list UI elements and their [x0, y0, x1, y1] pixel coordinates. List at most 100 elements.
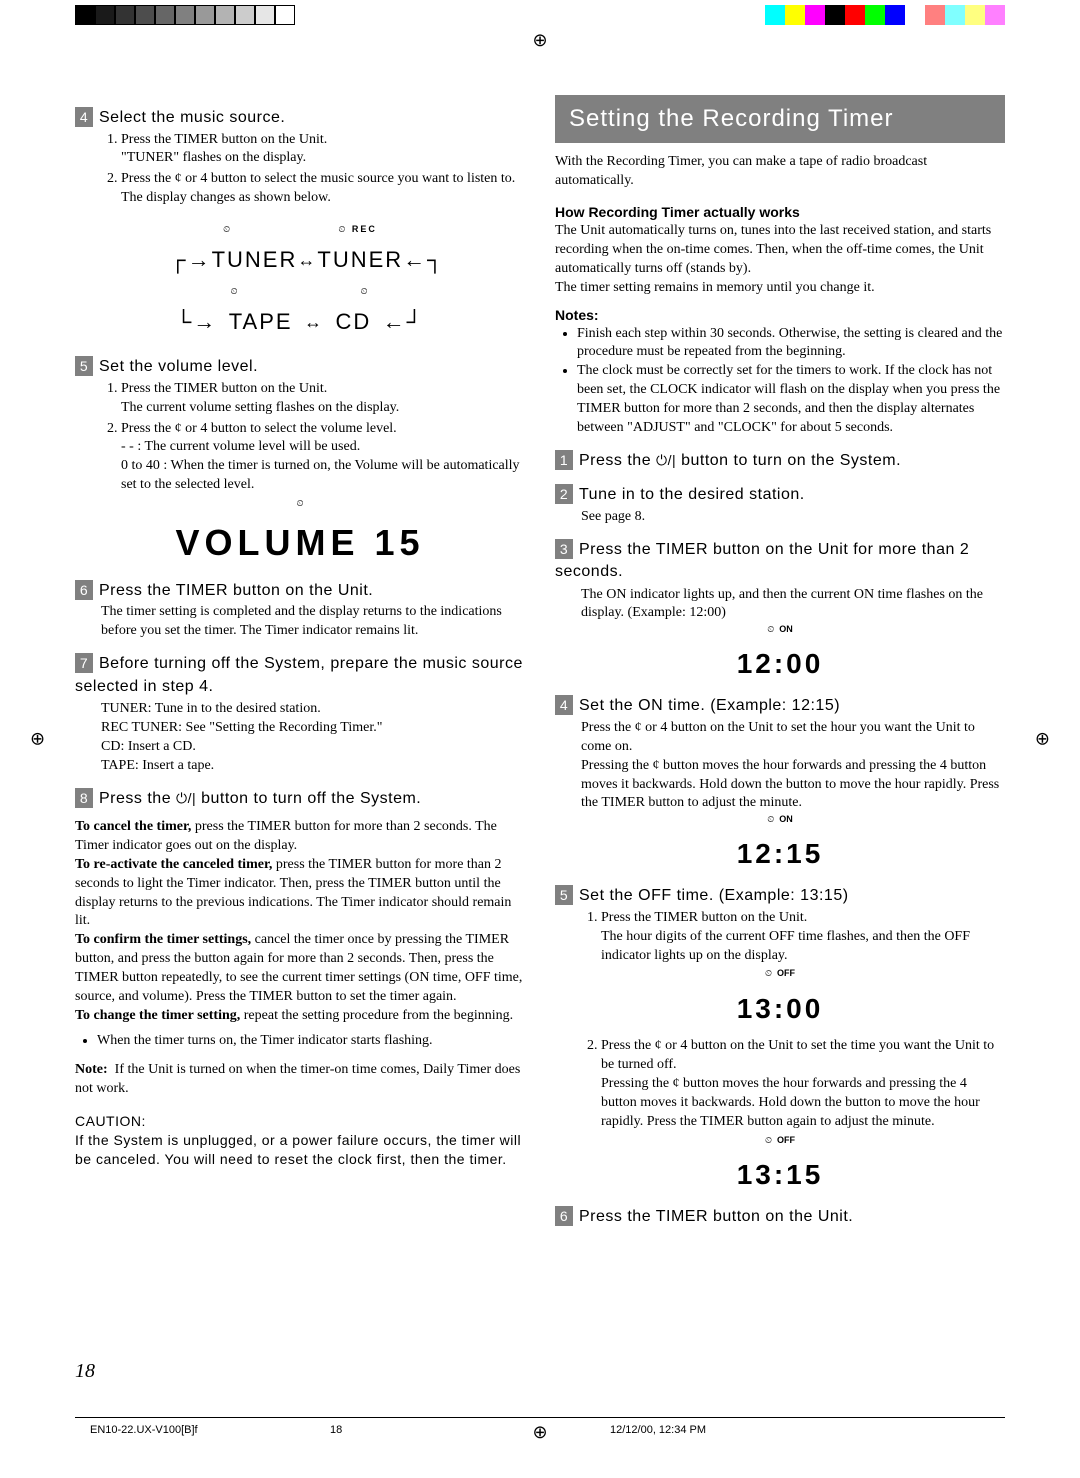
note-hdr: Note:	[75, 1062, 108, 1077]
color-bar-left	[75, 5, 295, 25]
step4-body: Press the TIMER button on the Unit."TUNE…	[101, 131, 525, 209]
step5-body: Press the TIMER button on the Unit. The c…	[101, 380, 525, 495]
r-step5-li1-text: Press the TIMER button on the Unit.	[601, 910, 807, 925]
change-body: repeat the setting procedure from the be…	[240, 1008, 513, 1023]
intro-text: With the Recording Timer, you can make a…	[555, 153, 1005, 191]
diagram-tuner1: TUNER	[212, 238, 298, 282]
on-indicator: ON	[779, 814, 793, 824]
color-bar-right	[765, 5, 1005, 25]
off-indicator-row: ⏲ OFF	[555, 967, 1005, 979]
note2: The clock must be correctly set for the …	[577, 362, 1005, 438]
page-number: 18	[75, 1360, 95, 1383]
step5-title: Set the volume level.	[99, 358, 258, 375]
footer-rule	[75, 1417, 1005, 1418]
off-indicator-row: ⏲ OFF	[555, 1134, 1005, 1146]
change-hdr: To change the timer setting,	[75, 1008, 240, 1023]
timer-icon: ⏲	[223, 220, 232, 238]
r-step5-title: Set the OFF time. (Example: 13:15)	[579, 887, 849, 904]
r-step1-b: button to turn on the System.	[676, 452, 901, 469]
note-para: Note: If the Unit is turned on when the …	[75, 1061, 525, 1099]
caution-hdr: CAUTION:	[75, 1112, 525, 1131]
step8-title-a: Press the	[99, 790, 176, 807]
footer-pagenum: 18	[330, 1424, 342, 1436]
step7-heading: 7Before turning off the System, prepare …	[75, 653, 525, 698]
off-indicator: OFF	[777, 968, 795, 978]
notes-hdr: Notes:	[555, 306, 1005, 325]
diagram-cd: CD	[335, 300, 371, 344]
r-step5-li2-text: Press the ¢ or 4 button on the Unit to s…	[601, 1038, 994, 1072]
react-hdr: To re-activate the canceled timer,	[75, 857, 272, 872]
registration-mark-left: ⊕	[30, 729, 45, 750]
step5-li2-text: Press the ¢ or 4 button to select the vo…	[121, 421, 397, 436]
power-icon: ⏻/|	[176, 790, 196, 806]
step4-heading: 4Select the music source.	[75, 107, 525, 129]
timer-icon: ⏲	[230, 282, 239, 300]
display-1200: 12:00	[555, 645, 1005, 683]
timer-icon: ⏲	[767, 624, 774, 634]
step7-cd: CD: Insert a CD.	[101, 738, 525, 757]
step5-li2: Press the ¢ or 4 button to select the vo…	[121, 420, 525, 496]
step-number: 3	[555, 539, 573, 559]
r-step2-body: See page 8.	[581, 508, 1005, 527]
step4-li1: Press the TIMER button on the Unit."TUNE…	[121, 131, 525, 169]
step-number: 6	[75, 580, 93, 600]
r-step5-li2: Press the ¢ or 4 button on the Unit to s…	[601, 1037, 1005, 1131]
step-number: 5	[555, 885, 573, 905]
how-works-hdr: How Recording Timer actually works	[555, 203, 1005, 222]
step7-tuner: TUNER: Tune in to the desired station.	[101, 700, 525, 719]
timer-icon: ⏲	[765, 968, 772, 978]
step5-li1b: The current volume setting flashes on th…	[121, 400, 399, 415]
r-step3-title: Press the TIMER button on the Unit for m…	[555, 541, 969, 580]
timer-icon: ⏲	[765, 1135, 772, 1145]
step7-body: TUNER: Tune in to the desired station. R…	[101, 700, 525, 776]
volume-display: VOLUME 15	[75, 519, 525, 568]
footer-timestamp: 12/12/00, 12:34 PM	[610, 1424, 706, 1436]
r-step4-heading: 4 Set the ON time. (Example: 12:15)	[555, 695, 1005, 717]
r-step5-li1: Press the TIMER button on the Unit. The h…	[601, 909, 1005, 966]
bullet-flash: When the timer turns on, the Timer indic…	[97, 1032, 525, 1051]
registration-mark-bottom: ⊕	[532, 1422, 547, 1443]
page-content: 4Select the music source. Press the TIME…	[75, 95, 1005, 1403]
step4-title: Select the music source.	[99, 109, 285, 126]
step4-li2-text: Press the ¢ or 4 button to select the mu…	[121, 171, 515, 186]
step5-li2a: - - : The current volume level will be u…	[121, 439, 360, 454]
step8-title-b: button to turn off the System.	[196, 790, 421, 807]
step4-li1-text: Press the TIMER button on the Unit.	[121, 132, 327, 147]
on-indicator-row: ⏲ ON	[555, 813, 1005, 825]
diagram-tape: TAPE	[229, 300, 293, 344]
diagram-tuner2: TUNER	[317, 238, 403, 282]
step4-li2b: The display changes as shown below.	[121, 190, 331, 205]
r-step4-body: Press the ¢ or 4 button on the Unit to s…	[581, 719, 1005, 813]
right-column: Setting the Recording Timer With the Rec…	[555, 95, 1005, 1403]
step-number: 7	[75, 653, 93, 673]
r-step2-title: Tune in to the desired station.	[579, 486, 805, 503]
display-1300: 13:00	[555, 990, 1005, 1028]
change-para: To change the timer setting, repeat the …	[75, 1007, 525, 1026]
r-step1-heading: 1Press the ⏻/| button to turn on the Sys…	[555, 450, 1005, 472]
on-indicator: ON	[779, 624, 793, 634]
timer-icon: ⏲	[75, 497, 525, 509]
step5-li1: Press the TIMER button on the Unit. The c…	[121, 380, 525, 418]
r-step3-heading: 3Press the TIMER button on the Unit for …	[555, 539, 1005, 584]
step-number: 4	[555, 695, 573, 715]
r-step5-li2b: Pressing the ¢ button moves the hour for…	[601, 1076, 980, 1129]
caution-body: If the System is unplugged, or a power f…	[75, 1131, 525, 1169]
source-diagram: ⏲⏲ REC ┌→ TUNER ↔ TUNER ←┐ ⏲⏲ └→ TAPE ↔ …	[170, 220, 430, 344]
step-number: 2	[555, 484, 573, 504]
step-number: 6	[555, 1206, 573, 1226]
r-step4-body2: Pressing the ¢ button moves the hour for…	[581, 757, 1005, 814]
registration-mark-right: ⊕	[1035, 729, 1050, 750]
r-step4-title: Set the ON time. (Example: 12:15)	[579, 697, 840, 714]
step5-li1-text: Press the TIMER button on the Unit.	[121, 381, 327, 396]
step5-heading: 5 Set the volume level.	[75, 356, 525, 378]
r-step1-a: Press the	[579, 452, 656, 469]
r-step5-heading: 5 Set the OFF time. (Example: 13:15)	[555, 885, 1005, 907]
cancel-para: To cancel the timer, press the TIMER but…	[75, 818, 525, 856]
note1: Finish each step within 30 seconds. Othe…	[577, 325, 1005, 363]
step8-heading: 8Press the ⏻/| button to turn off the Sy…	[75, 788, 525, 810]
step-number: 5	[75, 356, 93, 376]
r-step2-heading: 2 Tune in to the desired station.	[555, 484, 1005, 506]
confirm-para: To confirm the timer settings, cancel th…	[75, 931, 525, 1007]
r-step5-li1b: The hour digits of the current OFF time …	[601, 929, 970, 963]
how-works-body2: The timer setting remains in memory unti…	[555, 279, 1005, 298]
